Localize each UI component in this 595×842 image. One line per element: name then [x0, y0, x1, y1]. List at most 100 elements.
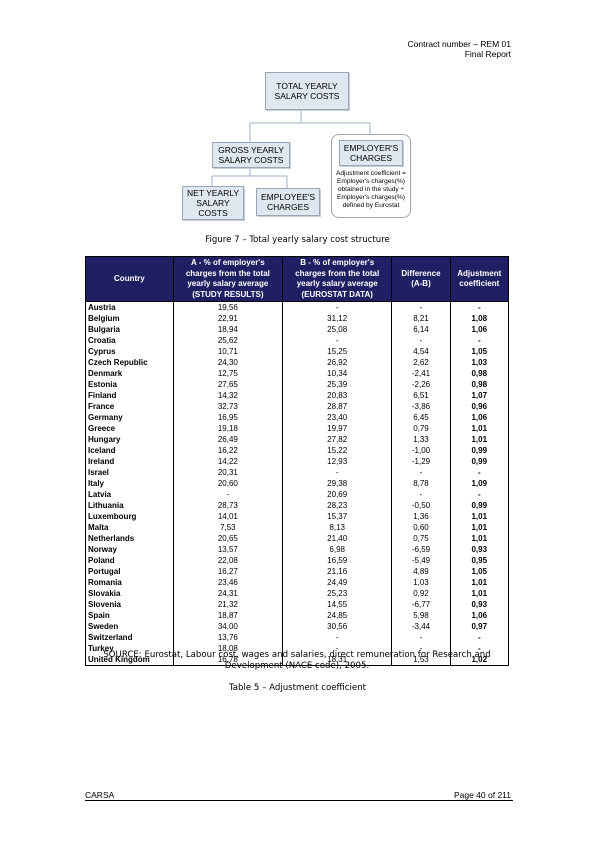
cell-study: 18,94 — [172, 324, 283, 335]
table-row: Greece 19,18 19,97 0,79 1,01 — [85, 423, 510, 434]
cell-eurostat: 18,31 — [281, 654, 393, 666]
report-label: Final Report — [464, 49, 511, 59]
table-row: Bulgaria 18,94 25,08 6,14 1,06 — [85, 324, 510, 335]
cell-difference: - — [391, 489, 451, 500]
cell-country: Netherlands — [85, 533, 174, 544]
gross-salary-box: GROSS YEARLY SALARY COSTS — [212, 142, 290, 168]
cell-coefficient: 1,06 — [449, 610, 510, 621]
cell-difference: 6,45 — [391, 412, 451, 423]
cell-country: Belgium — [85, 313, 174, 324]
cell-coefficient: 0,99 — [449, 445, 510, 456]
source-note: SOURCE: Eurostat, Labour cost, wages and… — [103, 650, 491, 671]
table-row: Malta 7,53 8,13 0,60 1,01 — [85, 522, 510, 533]
table-row: Slovakia 24,31 25,23 0,92 1,01 — [85, 588, 510, 599]
cell-eurostat: 16,59 — [281, 555, 393, 566]
cell-difference: -5,49 — [391, 555, 451, 566]
table-row: Lithuania 28,73 28,23 -0,50 0,99 — [85, 500, 510, 511]
cell-country: Germany — [85, 412, 174, 423]
cell-country: Finland — [85, 390, 174, 401]
table-row: Romania 23,46 24,49 1,03 1,01 — [85, 577, 510, 588]
cell-difference: 2,62 — [391, 357, 451, 368]
cell-eurostat: 6,98 — [281, 544, 393, 555]
cell-coefficient: 1,05 — [449, 566, 510, 577]
cell-study: 24,31 — [172, 588, 283, 599]
table-row: Croatia 25,62- - - — [85, 335, 510, 346]
cell-difference: 5,98 — [391, 610, 451, 621]
cell-coefficient: 1,01 — [449, 533, 510, 544]
cell-difference: 8,78 — [391, 478, 451, 489]
total-salary-box: TOTAL YEARLY SALARY COSTS — [265, 72, 349, 110]
cell-eurostat: 20,69 — [281, 489, 393, 500]
cell-difference: 1,03 — [391, 577, 451, 588]
cell-study: 13,76 — [172, 632, 283, 643]
cell-country: Sweden — [85, 621, 174, 632]
cell-coefficient: 1,01 — [449, 522, 510, 533]
cell-study: 20,65 — [172, 533, 283, 544]
table-row: Poland 22,08 16,59 -5,49 0,95 — [85, 555, 510, 566]
table-row: Spain 18,87 24,85 5,98 1,06 — [85, 610, 510, 621]
cell-coefficient: 0,99 — [449, 456, 510, 467]
cell-eurostat: 12,93 — [281, 456, 393, 467]
cell-country: Iceland — [85, 445, 174, 456]
cell-country: Cyprus — [85, 346, 174, 357]
cell-difference: -1,29 — [391, 456, 451, 467]
cell-eurostat: 15,37 — [281, 511, 393, 522]
cell-country: Slovenia — [85, 599, 174, 610]
cell-eurostat: 14,55 — [281, 599, 393, 610]
cell-country: Denmark — [85, 368, 174, 379]
header-country: Country — [85, 256, 174, 302]
cell-country: Lithuania — [85, 500, 174, 511]
cell-coefficient: 0,95 — [449, 555, 510, 566]
cell-coefficient: 1,01 — [449, 588, 510, 599]
cell-difference: - — [391, 467, 451, 478]
cell-coefficient: - — [449, 632, 510, 643]
table-row: Austria 19,56- - - — [85, 301, 510, 313]
table-row: Netherlands 20,65 21,40 0,75 1,01 — [85, 533, 510, 544]
cell-coefficient: 1,03 — [449, 357, 510, 368]
page-header: Contract number – REM 01 Final Report — [408, 39, 511, 59]
cell-study: 14,01 — [172, 511, 283, 522]
cell-difference: -2,26 — [391, 379, 451, 390]
table-body: Austria 19,56- - - Belgium 22,91 31,12 8,21 1,08… — [85, 301, 510, 666]
cell-eurostat: 19,97 — [281, 423, 393, 434]
cell-difference: - — [391, 301, 451, 313]
cell-country: Greece — [85, 423, 174, 434]
cell-eurostat: 15,22 — [281, 445, 393, 456]
table-row: Luxembourg 14,01 15,37 1,36 1,01 — [85, 511, 510, 522]
cell-eurostat: - — [281, 632, 393, 643]
table-row: Hungary 26,49 27,82 1,33 1,01 — [85, 434, 510, 445]
cell-difference: -0,50 — [391, 500, 451, 511]
cell-study: 23,46 — [172, 577, 283, 588]
cell-eurostat: - — [281, 335, 393, 346]
table-row: Latvia -20,69- - — [85, 489, 510, 500]
cell-eurostat: 24,49 — [281, 577, 393, 588]
cell-difference: - — [391, 335, 451, 346]
employer-charges-box: EMPLOYER'S CHARGES — [339, 140, 403, 166]
cell-coefficient: 0,96 — [449, 401, 510, 412]
cell-coefficient: 1,02 — [449, 654, 510, 666]
salary-cost-diagram: TOTAL YEARLY SALARY COSTS GROSS YEARLY SAL… — [0, 0, 595, 230]
cell-eurostat: 8,13 — [281, 522, 393, 533]
cell-eurostat: 24,85 — [281, 610, 393, 621]
cell-country: Poland — [85, 555, 174, 566]
cell-country: Ireland — [85, 456, 174, 467]
cell-eurostat: 23,40 — [281, 412, 393, 423]
table-row: Iceland 16,22 15,22 -1,00 0,99 — [85, 445, 510, 456]
cell-study: 16,27 — [172, 566, 283, 577]
cell-study: 18,87 — [172, 610, 283, 621]
cell-study: 20,60 — [172, 478, 283, 489]
cell-difference: -3,44 — [391, 621, 451, 632]
table-row: Switzerland 13,76- - - — [85, 632, 510, 643]
cell-country: Czech Republic — [85, 357, 174, 368]
cell-difference: 6,51 — [391, 390, 451, 401]
table-row: Portugal 16,27 21,16 4,89 1,05 — [85, 566, 510, 577]
table-row: Slovenia 21,32 14,55 -6,77 0,93 — [85, 599, 510, 610]
cell-coefficient: 1,01 — [449, 423, 510, 434]
cell-eurostat: 27,82 — [281, 434, 393, 445]
cell-study: 19,18 — [172, 423, 283, 434]
cell-study: 26,49 — [172, 434, 283, 445]
cell-difference: - — [391, 632, 451, 643]
cell-study: 27,65 — [172, 379, 283, 390]
cell-coefficient: - — [449, 467, 510, 478]
cell-country: Luxembourg — [85, 511, 174, 522]
